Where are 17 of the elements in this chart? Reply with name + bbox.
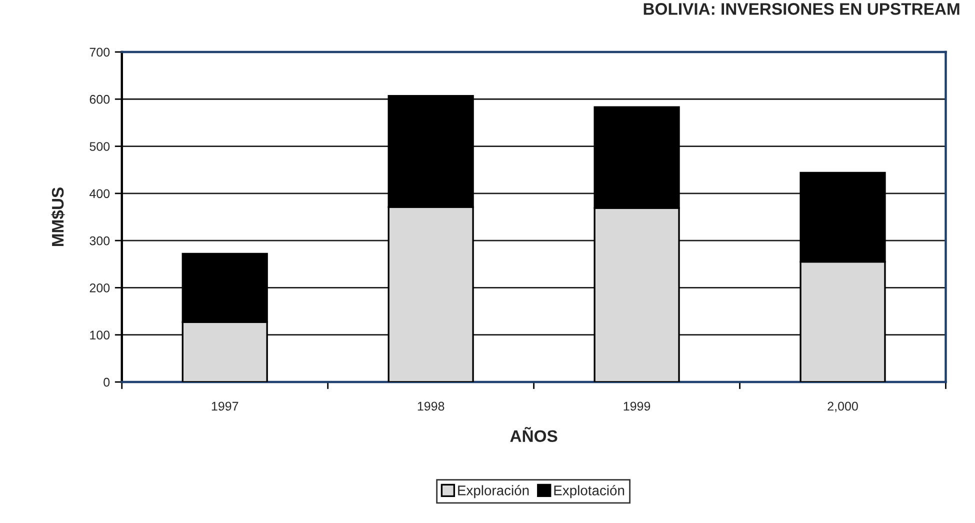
- y-axis-title: MM$US: [51, 188, 65, 246]
- y-tick-label: 500: [90, 142, 110, 151]
- x-tick-label: 1997: [212, 402, 238, 411]
- y-tick-label: 300: [90, 236, 110, 246]
- y-tick-label: 100: [90, 330, 110, 340]
- y-tick-label: 600: [90, 94, 110, 104]
- legend-label: Exploración: [458, 485, 529, 498]
- legend-label: Explotación: [554, 485, 624, 498]
- x-tick-label: 1999: [624, 402, 650, 411]
- y-tick-label: 200: [90, 284, 110, 292]
- chart-title: BOLIVIA: INVERSIONES EN UPSTREAM: [644, 3, 960, 15]
- x-axis-title: AÑOS: [510, 427, 558, 442]
- x-tick-label: 2,000: [828, 402, 858, 412]
- y-tick-label: 0: [104, 378, 110, 387]
- y-tick-label: 400: [90, 189, 110, 198]
- y-tick-label: 700: [90, 48, 110, 57]
- x-tick-label: 1998: [418, 402, 444, 411]
